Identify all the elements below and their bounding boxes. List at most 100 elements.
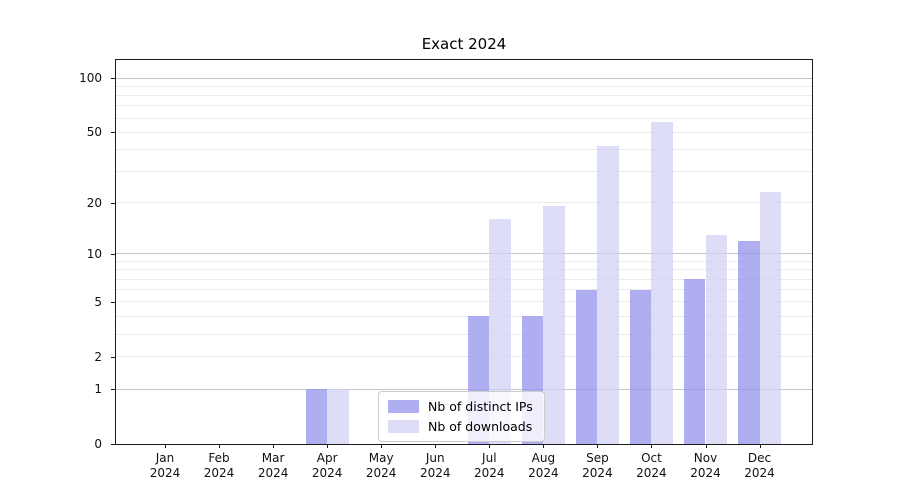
x-tick-month: Sep xyxy=(586,451,609,465)
x-tick-year: 2024 xyxy=(690,466,721,480)
y-tick-mark xyxy=(111,78,115,80)
plot-area: Nb of distinct IPs Nb of downloads xyxy=(115,59,813,445)
x-tick-mark xyxy=(543,444,545,448)
x-tick-month: May xyxy=(368,451,394,465)
legend-item-downloads: Nb of downloads xyxy=(388,419,533,434)
x-tick-mark xyxy=(651,444,653,448)
legend-label-downloads: Nb of downloads xyxy=(428,419,533,434)
x-tick-mark xyxy=(165,444,166,448)
y-tick-mark xyxy=(111,202,115,204)
x-tick-year: 2024 xyxy=(365,466,397,480)
bar-ips-oct xyxy=(629,289,652,444)
major-gridline xyxy=(116,77,812,79)
x-tick-month: Jul xyxy=(482,451,497,465)
x-tick-month: Aug xyxy=(531,451,556,465)
x-tick-month: Apr xyxy=(316,451,338,465)
minor-gridline xyxy=(116,117,812,119)
x-tick-month: Feb xyxy=(208,451,230,465)
x-tick-mark xyxy=(489,444,491,448)
y-tick-label: 5 xyxy=(94,294,102,309)
major-gridline xyxy=(116,253,812,255)
y-tick-label: 100 xyxy=(79,71,102,86)
x-tick-year: 2024 xyxy=(474,466,505,480)
x-tick-month: Dec xyxy=(747,451,772,465)
minor-gridline xyxy=(116,333,812,335)
y-tick-label: 1 xyxy=(94,382,102,397)
bar-downloads-oct xyxy=(651,122,674,444)
bar-downloads-nov xyxy=(705,234,728,444)
legend-swatch-downloads-icon xyxy=(388,420,419,433)
minor-gridline xyxy=(116,202,812,204)
x-tick-label: Jun 2024 xyxy=(405,451,465,481)
minor-gridline xyxy=(116,131,812,133)
bar-downloads-dec xyxy=(759,191,782,444)
x-tick-mark xyxy=(705,444,707,448)
x-tick-mark xyxy=(759,444,761,448)
y-tick-label: 20 xyxy=(86,195,102,210)
minor-gridline xyxy=(116,315,812,317)
major-gridline xyxy=(116,388,812,390)
y-tick-label: 2 xyxy=(94,349,102,364)
x-tick-label: Aug 2024 xyxy=(513,451,573,481)
x-tick-label: Sep 2024 xyxy=(567,451,627,481)
x-tick-year: 2024 xyxy=(528,466,559,480)
x-tick-label: Nov 2024 xyxy=(676,451,736,481)
x-tick-year: 2024 xyxy=(636,466,667,480)
x-tick-label: Feb 2024 xyxy=(189,451,249,481)
y-tick-mark xyxy=(111,132,115,134)
bar-ips-dec xyxy=(737,240,760,444)
y-tick-mark xyxy=(111,444,115,445)
x-tick-mark xyxy=(273,444,275,448)
minor-gridline xyxy=(116,356,812,358)
bar-ips-nov xyxy=(683,279,706,444)
bar-downloads-aug xyxy=(543,206,565,444)
minor-gridline xyxy=(116,289,812,291)
bar-downloads-apr xyxy=(327,389,349,444)
x-tick-label: Jan 2024 xyxy=(135,451,195,481)
x-tick-year: 2024 xyxy=(419,466,451,480)
x-tick-year: 2024 xyxy=(582,466,613,480)
x-tick-month: Oct xyxy=(641,451,662,465)
minor-gridline xyxy=(116,278,812,280)
y-tick-label: 10 xyxy=(86,246,102,261)
legend-label-distinct-ips: Nb of distinct IPs xyxy=(428,399,533,414)
minor-gridline xyxy=(116,95,812,97)
x-tick-label: Apr 2024 xyxy=(297,451,357,481)
x-tick-year: 2024 xyxy=(744,466,775,480)
minor-gridline xyxy=(116,85,812,87)
x-tick-year: 2024 xyxy=(257,466,289,480)
y-tick-label: 0 xyxy=(94,437,102,451)
x-tick-mark xyxy=(219,444,221,448)
x-tick-month: Nov xyxy=(693,451,718,465)
y-tick-mark xyxy=(111,253,115,255)
minor-gridline xyxy=(116,269,812,271)
x-tick-month: Jun xyxy=(425,451,445,465)
x-tick-year: 2024 xyxy=(203,466,235,480)
minor-gridline xyxy=(116,171,812,173)
x-tick-month: Jan xyxy=(155,451,175,465)
legend-swatch-distinct-ips-icon xyxy=(388,400,419,413)
chart-title: Exact 2024 xyxy=(421,35,507,53)
y-tick-mark xyxy=(111,301,115,303)
x-tick-label: May 2024 xyxy=(351,451,411,481)
x-tick-year: 2024 xyxy=(149,466,181,480)
x-tick-mark xyxy=(435,444,437,448)
bar-ips-sep xyxy=(575,289,598,444)
bar-ips-apr xyxy=(305,389,328,444)
legend: Nb of distinct IPs Nb of downloads xyxy=(378,391,545,442)
bar-downloads-jul xyxy=(489,219,511,444)
y-tick-mark xyxy=(111,356,115,358)
minor-gridline xyxy=(116,105,812,107)
x-tick-label: Mar 2024 xyxy=(243,451,303,481)
x-tick-year: 2024 xyxy=(311,466,343,480)
bar-downloads-sep xyxy=(597,145,619,444)
legend-item-distinct-ips: Nb of distinct IPs xyxy=(388,399,533,414)
y-tick-mark xyxy=(111,389,115,391)
minor-gridline xyxy=(116,149,812,150)
x-tick-label: Jul 2024 xyxy=(459,451,519,481)
x-tick-label: Oct 2024 xyxy=(621,451,681,481)
y-tick-label: 50 xyxy=(86,125,102,140)
x-tick-mark xyxy=(381,444,383,448)
x-tick-mark xyxy=(597,444,599,448)
